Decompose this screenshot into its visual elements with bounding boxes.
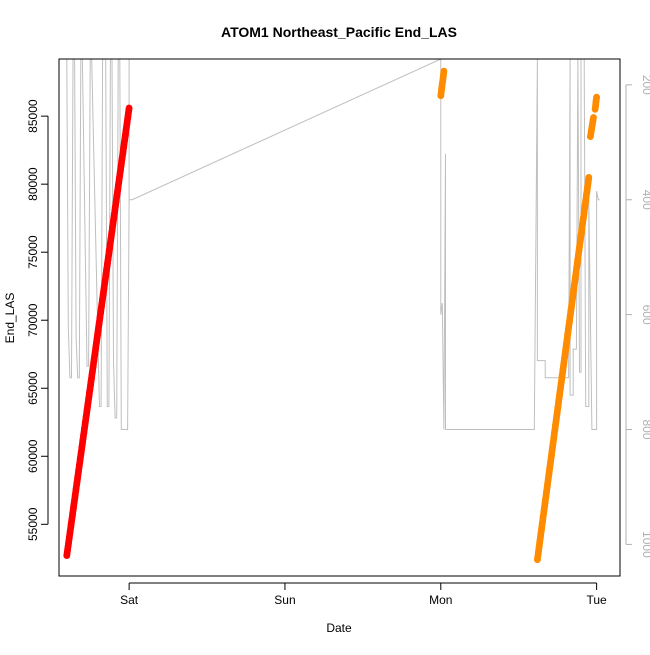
x-axis: Sat Sun Mon Tue [120, 582, 608, 607]
right-tick-label: 800 [640, 420, 650, 440]
y-tick-label: 80000 [26, 167, 40, 201]
right-axis: 200 400 600 800 1000 [625, 75, 650, 558]
x-tick-label: Mon [429, 593, 452, 607]
series-2-point [585, 174, 593, 181]
y-tick-label: 75000 [26, 235, 40, 269]
y-axis-title: End_LAS [3, 293, 17, 344]
right-tick-label: 1000 [640, 531, 650, 558]
right-tick-label: 600 [640, 305, 650, 325]
x-axis-title: Date [326, 621, 352, 635]
series-2-point [590, 114, 597, 121]
y-tick-label: 70000 [26, 303, 40, 337]
y-axis: 55000 60000 65000 70000 75000 80000 85000 [26, 99, 49, 541]
y-tick-label: 65000 [26, 371, 40, 405]
series-2-point [593, 93, 600, 101]
series-1-point [125, 104, 133, 112]
x-tick-label: Tue [587, 593, 608, 607]
y-tick-label: 85000 [26, 99, 40, 133]
y-tick-label: 55000 [26, 507, 40, 541]
right-tick-label: 400 [640, 190, 650, 210]
series-2-point [440, 67, 448, 75]
depth-line [66, 58, 600, 430]
plot-frame [58, 58, 621, 577]
x-tick-label: Sun [274, 593, 295, 607]
points-layer [63, 67, 600, 564]
y-tick-label: 60000 [26, 439, 40, 473]
x-tick-label: Sat [120, 593, 139, 607]
right-tick-label: 200 [640, 75, 650, 95]
depth-line-layer [66, 58, 600, 430]
chart-title: ATOM1 Northeast_Pacific End_LAS [221, 24, 457, 40]
